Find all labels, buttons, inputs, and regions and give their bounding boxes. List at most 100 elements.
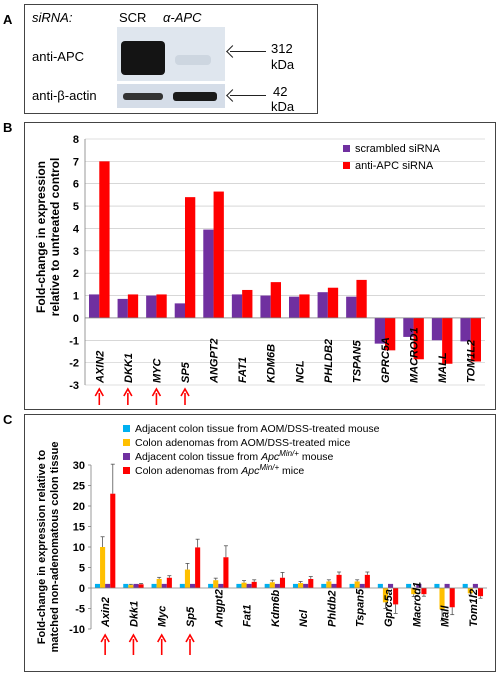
legend-label: anti-APC siRNA bbox=[355, 160, 434, 172]
category-label: DKK1 bbox=[123, 353, 135, 383]
chart-b: -3 -2 -1 0 1 2 3 4 5 6 7 8 Fold-change in expression… bbox=[34, 134, 485, 405]
category-label: MYC bbox=[151, 358, 163, 384]
bar-series0-phldb2 bbox=[321, 583, 327, 588]
bar-scrambled-tom1l2 bbox=[460, 317, 471, 342]
chart-c: -10 -5 0 5 10 15 20 25 30 Fold-change in expressi… bbox=[36, 423, 487, 655]
legend-swatch bbox=[123, 467, 130, 474]
arrow-actin-head bbox=[226, 89, 239, 102]
y-tick-label: 20 bbox=[73, 501, 85, 513]
bar-scrambled-dkk1 bbox=[117, 298, 128, 318]
y-tick-label: 25 bbox=[73, 481, 85, 493]
legend-label: Colon adenomas from ApcMin/+ mice bbox=[135, 463, 304, 478]
bar-series0-fat1 bbox=[236, 583, 242, 588]
category-label: ANGPT2 bbox=[209, 338, 221, 384]
category-label: Myc bbox=[157, 606, 169, 627]
y-tick-label: 0 bbox=[79, 583, 85, 595]
bar-anti-apc-tspan5 bbox=[356, 279, 367, 318]
y-tick-label: 5 bbox=[73, 201, 79, 213]
bar-anti-apc-kdm6b bbox=[270, 282, 281, 318]
bar-series3-macrod1 bbox=[421, 588, 427, 595]
bar-series3-sp5 bbox=[195, 547, 201, 588]
legend-swatch bbox=[343, 162, 350, 169]
bar-series3-ncl bbox=[308, 578, 314, 588]
category-label: Tspan5 bbox=[355, 588, 367, 627]
bar-anti-apc-myc bbox=[156, 294, 167, 318]
legend-swatch bbox=[343, 145, 350, 152]
y-tick-label: 30 bbox=[73, 460, 85, 472]
bar-series1-gprc5a bbox=[382, 588, 388, 603]
row-label-anti-apc: anti-APC bbox=[32, 49, 85, 64]
red-arrow-dkk1 bbox=[123, 387, 133, 405]
y-tick-label: -3 bbox=[69, 380, 79, 392]
bar-series0-tom1l2 bbox=[462, 583, 468, 588]
bar-anti-apc-angpt2 bbox=[213, 191, 224, 318]
bar-series0-myc bbox=[151, 583, 157, 588]
legend-swatch bbox=[123, 453, 130, 460]
bar-scrambled-macrod1 bbox=[403, 317, 414, 337]
bar-scrambled-kdm6b bbox=[260, 295, 271, 318]
apc-band-scr bbox=[121, 41, 165, 75]
y-tick-label: 6 bbox=[73, 179, 79, 191]
lane-label-anti-apc: α-APC bbox=[163, 10, 202, 25]
y-tick-label: 3 bbox=[73, 246, 79, 258]
red-arrow-dkk1 bbox=[128, 633, 139, 655]
category-label: Kdm6b bbox=[270, 589, 282, 627]
panel-c-chart-frame: -10 -5 0 5 10 15 20 25 30 Fold-change in expressi… bbox=[24, 414, 496, 672]
category-label: Gprc5a bbox=[383, 589, 395, 627]
category-label: TSPAN5 bbox=[351, 340, 363, 383]
bar-series3-fat1 bbox=[251, 581, 257, 588]
bar-anti-apc-axin2 bbox=[99, 161, 110, 318]
size-apc: 312 bbox=[271, 41, 293, 56]
bar-series2-axin2 bbox=[105, 583, 111, 588]
bar-series1-myc bbox=[156, 578, 162, 588]
y-tick-label: 2 bbox=[73, 268, 79, 280]
y-tick-label: 8 bbox=[73, 134, 79, 146]
bar-series3-gprc5a bbox=[393, 588, 399, 605]
legend-swatch bbox=[123, 439, 130, 446]
bar-series0-angpt2 bbox=[208, 583, 214, 588]
y-tick-label: 4 bbox=[73, 223, 80, 235]
bar-scrambled-fat1 bbox=[231, 294, 243, 318]
sirna-header-label: siRNA: bbox=[32, 10, 73, 25]
unit-actin: kDa bbox=[271, 99, 295, 114]
legend-label: Adjacent colon tissue from AOM/DSS-treat… bbox=[135, 423, 380, 435]
bar-series1-mall bbox=[439, 588, 445, 610]
bar-series2-phldb2 bbox=[331, 583, 337, 588]
red-arrow-axin2 bbox=[94, 387, 104, 405]
y-tick-label: 15 bbox=[73, 522, 85, 534]
category-label: Mall bbox=[440, 605, 452, 627]
y-tick-label: 0 bbox=[73, 313, 79, 325]
category-label: MACROD1 bbox=[409, 327, 421, 383]
y-tick-label: 10 bbox=[73, 542, 85, 554]
legend-label: scrambled siRNA bbox=[355, 143, 441, 155]
category-label: FAT1 bbox=[237, 357, 249, 383]
bar-anti-apc-fat1 bbox=[242, 289, 253, 318]
red-arrow-myc bbox=[157, 633, 167, 655]
category-label: KDM6B bbox=[266, 344, 278, 383]
bar-series0-axin2 bbox=[94, 583, 101, 588]
bar-scrambled-gprc5a bbox=[374, 317, 385, 344]
bar-scrambled-mall bbox=[431, 317, 443, 341]
panel-a-western-blot: siRNA: SCR α-APC anti-APC 312 kDa anti-β… bbox=[24, 4, 318, 114]
bar-series1-fat1 bbox=[241, 582, 247, 588]
bar-series0-dkk1 bbox=[123, 583, 129, 588]
y-tick-label: -1 bbox=[69, 335, 79, 347]
bar-series3-mall bbox=[449, 588, 455, 608]
category-label: PHLDB2 bbox=[323, 339, 335, 383]
bar-series1-angpt2 bbox=[213, 580, 219, 588]
bar-series0-kdm6b bbox=[264, 583, 270, 588]
category-label: Ncl bbox=[298, 609, 310, 627]
bar-series3-myc bbox=[166, 577, 172, 588]
bar-series1-ncl bbox=[298, 583, 304, 588]
bar-series2-sp5 bbox=[190, 583, 196, 588]
legend-label: Colon adenomas from AOM/DSS-treated mice bbox=[135, 437, 350, 449]
red-arrow-sp5 bbox=[185, 633, 195, 655]
bar-anti-apc-gprc5a bbox=[385, 317, 396, 351]
red-arrow-myc bbox=[151, 387, 162, 405]
y-tick-label: -2 bbox=[69, 358, 79, 370]
actin-band-scr bbox=[123, 93, 163, 100]
arrow-apc-head bbox=[226, 45, 239, 58]
bar-anti-apc-mall bbox=[442, 317, 453, 364]
bar-series2-tom1l2 bbox=[472, 583, 478, 588]
panel-c-letter: C bbox=[3, 412, 13, 427]
